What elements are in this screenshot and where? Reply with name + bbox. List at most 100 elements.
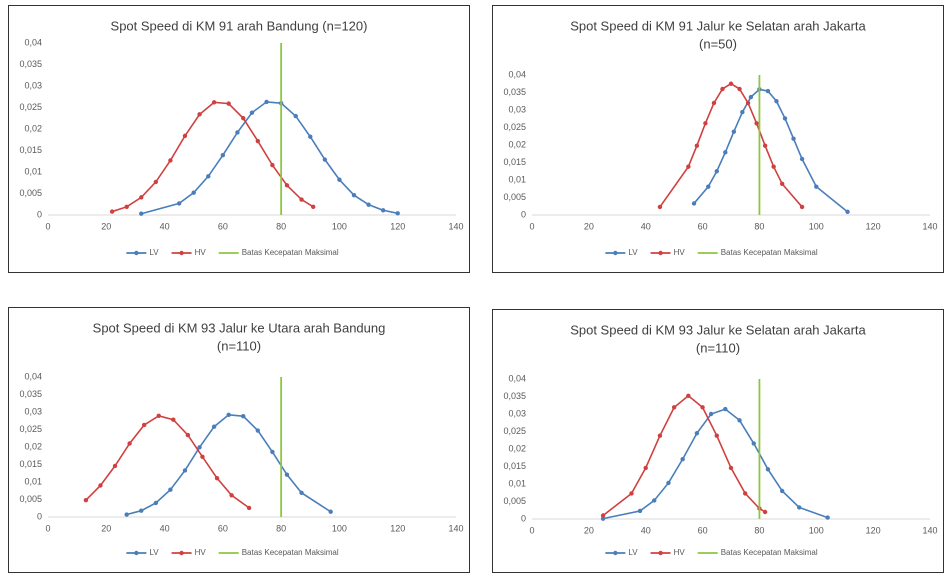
data-point bbox=[270, 449, 275, 455]
data-point bbox=[299, 490, 304, 496]
legend-label: Batas Kecepatan Maksimal bbox=[721, 248, 818, 257]
x-tick-label: 140 bbox=[922, 525, 937, 535]
chart-panel: Spot Speed di KM 91 Jalur ke Selatan ara… bbox=[492, 5, 944, 273]
y-tick-label: 0,01 bbox=[508, 478, 526, 488]
x-tick-label: 140 bbox=[922, 221, 937, 231]
y-tick-label: 0 bbox=[521, 209, 526, 219]
data-point bbox=[791, 136, 796, 141]
data-point bbox=[206, 174, 211, 179]
legend-label: LV bbox=[628, 548, 638, 557]
data-point bbox=[395, 211, 400, 216]
chart-panel: Spot Speed di KM 93 Jalur ke Selatan ara… bbox=[492, 309, 944, 573]
x-tick-label: 100 bbox=[332, 523, 347, 533]
data-point bbox=[255, 428, 261, 433]
x-tick-label: 0 bbox=[529, 221, 534, 231]
y-tick-label: 0 bbox=[37, 511, 42, 521]
data-point bbox=[246, 505, 252, 511]
legend-marker bbox=[658, 550, 663, 556]
data-point bbox=[191, 190, 196, 195]
data-point bbox=[731, 129, 737, 134]
data-point bbox=[328, 509, 333, 514]
data-point bbox=[728, 81, 734, 86]
data-point bbox=[176, 201, 182, 206]
y-tick-label: 0,015 bbox=[19, 459, 42, 469]
legend: LV HV Batas Kecepatan Maksimal bbox=[126, 248, 339, 257]
y-tick-label: 0 bbox=[521, 513, 526, 523]
legend-marker bbox=[613, 550, 618, 556]
data-point bbox=[109, 209, 115, 214]
data-point bbox=[737, 418, 742, 423]
x-tick-label: 140 bbox=[448, 523, 463, 533]
data-point bbox=[139, 508, 144, 513]
data-point bbox=[706, 184, 711, 189]
panel-border bbox=[8, 307, 470, 573]
data-point bbox=[779, 181, 785, 187]
data-point bbox=[825, 515, 830, 520]
y-tick-label: 0,015 bbox=[503, 461, 526, 471]
data-point bbox=[782, 116, 788, 121]
data-point bbox=[226, 101, 231, 106]
chart-subtitle: (n=50) bbox=[699, 36, 737, 51]
data-point bbox=[799, 156, 805, 162]
data-point bbox=[657, 433, 663, 438]
data-point bbox=[751, 441, 756, 446]
y-tick-label: 0,02 bbox=[24, 441, 42, 451]
legend-label: Batas Kecepatan Maksimal bbox=[242, 548, 339, 557]
data-point bbox=[322, 157, 328, 162]
data-point bbox=[226, 412, 231, 417]
data-point bbox=[182, 468, 188, 473]
x-tick-label: 40 bbox=[160, 523, 170, 533]
data-point bbox=[600, 516, 606, 521]
x-tick-label: 40 bbox=[641, 525, 651, 535]
data-point bbox=[771, 164, 776, 169]
data-point bbox=[214, 475, 220, 481]
data-point bbox=[686, 164, 691, 169]
data-point bbox=[168, 158, 173, 163]
legend-marker bbox=[179, 250, 184, 256]
x-tick-label: 60 bbox=[218, 523, 228, 533]
data-point bbox=[797, 505, 802, 510]
data-point bbox=[197, 112, 202, 117]
y-tick-label: 0,035 bbox=[503, 87, 526, 97]
data-point bbox=[197, 445, 202, 450]
series-line bbox=[602, 394, 766, 517]
data-point bbox=[779, 488, 785, 494]
data-point bbox=[600, 513, 606, 518]
x-tick-label: 80 bbox=[754, 221, 764, 231]
legend-marker bbox=[134, 550, 139, 556]
data-point bbox=[235, 130, 240, 135]
data-point bbox=[293, 113, 298, 119]
data-point bbox=[799, 204, 805, 210]
data-point bbox=[652, 498, 657, 503]
data-point bbox=[182, 133, 188, 139]
data-point bbox=[211, 424, 217, 429]
data-point bbox=[83, 498, 89, 503]
data-point bbox=[171, 417, 176, 422]
x-tick-label: 60 bbox=[698, 525, 708, 535]
data-point bbox=[156, 413, 161, 419]
y-tick-label: 0,005 bbox=[19, 188, 42, 198]
data-point bbox=[723, 150, 728, 155]
data-point bbox=[740, 109, 745, 115]
x-tick-label: 100 bbox=[809, 525, 824, 535]
y-tick-label: 0,03 bbox=[508, 408, 526, 418]
series-line bbox=[693, 88, 849, 213]
data-point bbox=[185, 432, 191, 438]
data-point bbox=[643, 465, 648, 471]
y-tick-label: 0,01 bbox=[24, 166, 42, 176]
data-point bbox=[153, 500, 159, 506]
data-point bbox=[680, 456, 685, 462]
data-point bbox=[255, 138, 261, 144]
legend-label: LV bbox=[149, 248, 159, 257]
x-tick-label: 100 bbox=[332, 221, 347, 231]
legend: LV HV Batas Kecepatan Maksimal bbox=[605, 548, 818, 557]
y-tick-label: 0,025 bbox=[503, 122, 526, 132]
legend-label: HV bbox=[674, 248, 686, 257]
legend-label: LV bbox=[149, 548, 159, 557]
data-point bbox=[380, 208, 386, 213]
y-tick-label: 0,025 bbox=[19, 102, 42, 112]
chart-subtitle: (n=110) bbox=[696, 340, 740, 355]
data-point bbox=[141, 422, 147, 428]
x-tick-label: 40 bbox=[160, 221, 170, 231]
data-point bbox=[671, 405, 677, 410]
